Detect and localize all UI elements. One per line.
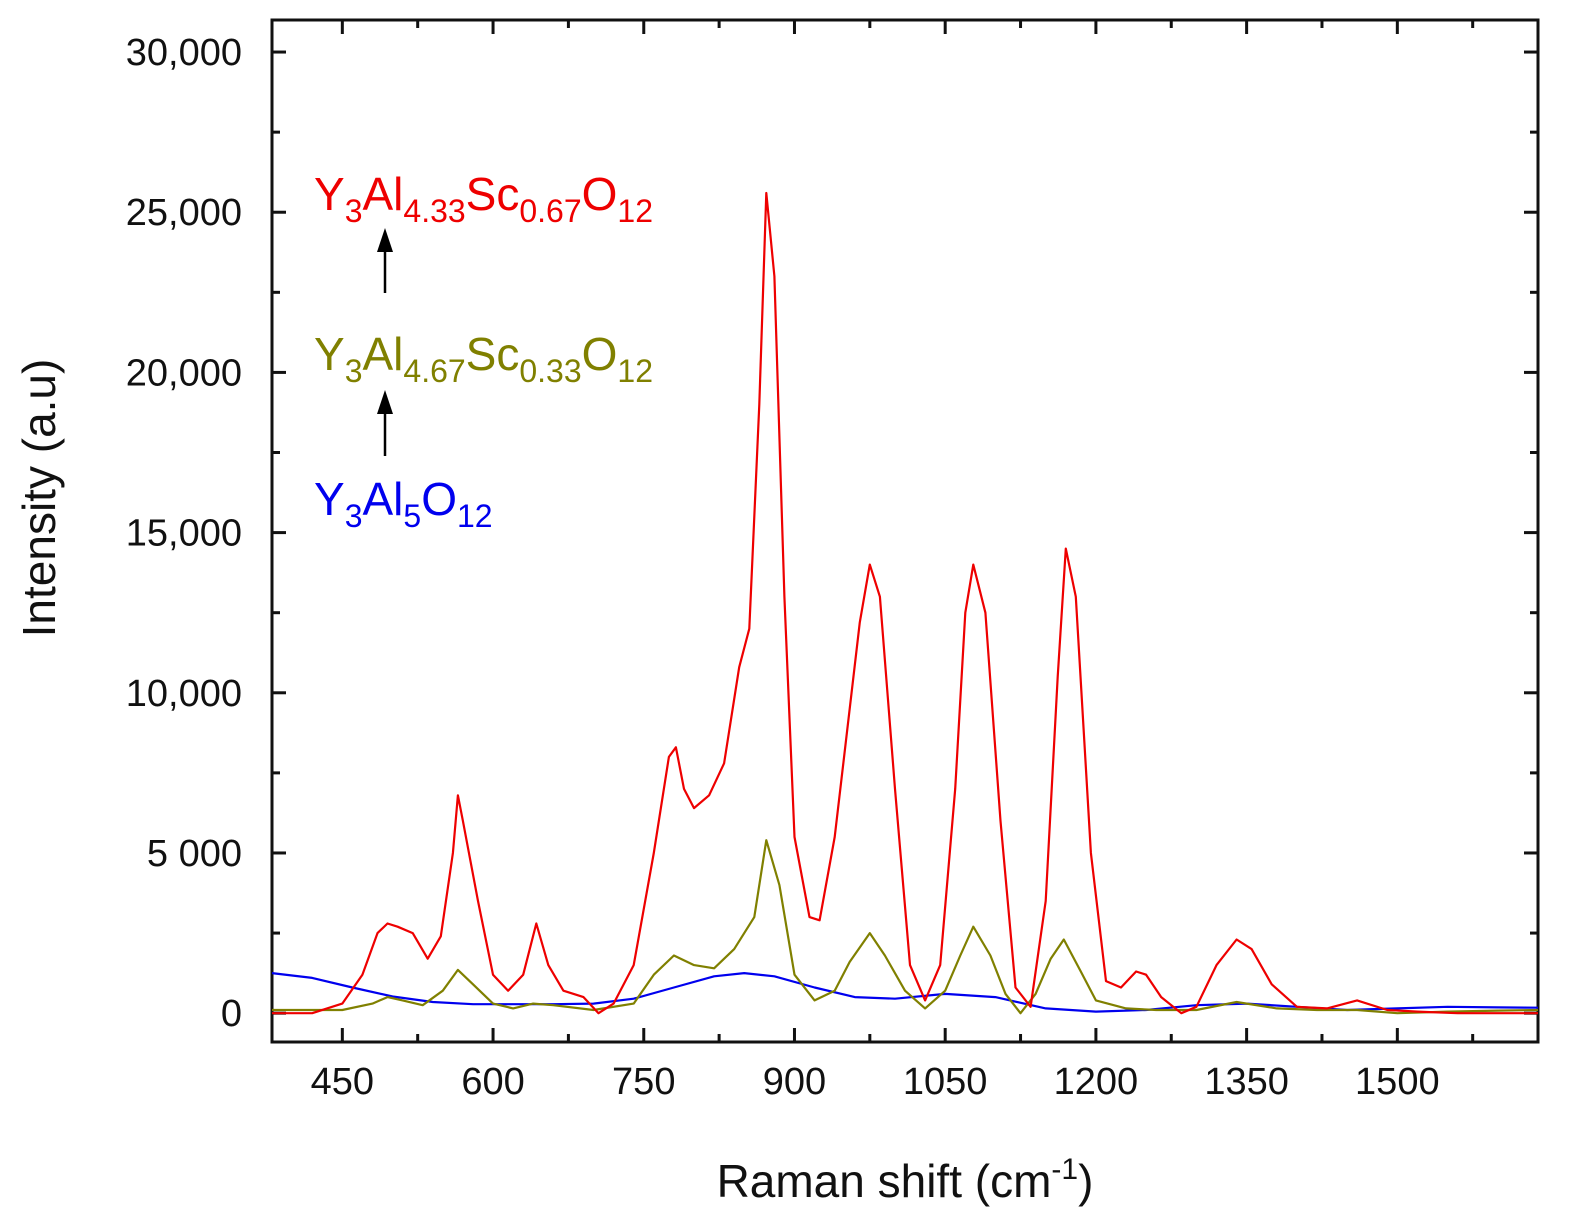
- series-line-y3al4-33sc0-67o12: [272, 191, 1538, 1015]
- y-tick-label: 15,000: [126, 513, 242, 555]
- x-tick-label: 750: [612, 1061, 675, 1103]
- x-tick-label: 900: [763, 1061, 826, 1103]
- x-tick-label: 1200: [1054, 1061, 1139, 1103]
- y-tick-label: 0: [221, 993, 242, 1035]
- series-layer: [271, 191, 1539, 1015]
- axis-ticks: 450 600 750 900 1050 1200 1350 1500 0 5 000 10,000…: [126, 20, 1538, 1103]
- annotation-blue-formula: Y3Al5O12: [314, 473, 493, 534]
- y-tick-label: 10,000: [126, 673, 242, 715]
- plot-frame: [270, 18, 1540, 1044]
- y-tick-label: 5 000: [147, 833, 242, 875]
- x-tick-label: 1050: [903, 1061, 988, 1103]
- x-tick-label: 600: [461, 1061, 524, 1103]
- y-tick-label: 25,000: [126, 192, 242, 234]
- y-tick-label: 30,000: [126, 32, 242, 74]
- series-line-y3al4-67sc0-33o12: [272, 839, 1539, 1015]
- y-axis-title: Intensity (a.u): [13, 359, 65, 638]
- x-axis-title: Raman shift (cm-1): [717, 1153, 1094, 1207]
- annotation-olive-formula: Y3Al4.67Sc0.33O12: [314, 328, 653, 389]
- series-line-y3al5o12: [271, 972, 1539, 1013]
- x-tick-label: 450: [311, 1061, 374, 1103]
- arrow-up-icon: [377, 228, 393, 293]
- x-tick-label: 1500: [1355, 1061, 1440, 1103]
- y-tick-label: 20,000: [126, 352, 242, 394]
- x-tick-label: 1350: [1204, 1061, 1289, 1103]
- annotation-red-formula: Y3Al4.33Sc0.67O12: [314, 168, 653, 229]
- arrow-up-icon: [377, 390, 393, 456]
